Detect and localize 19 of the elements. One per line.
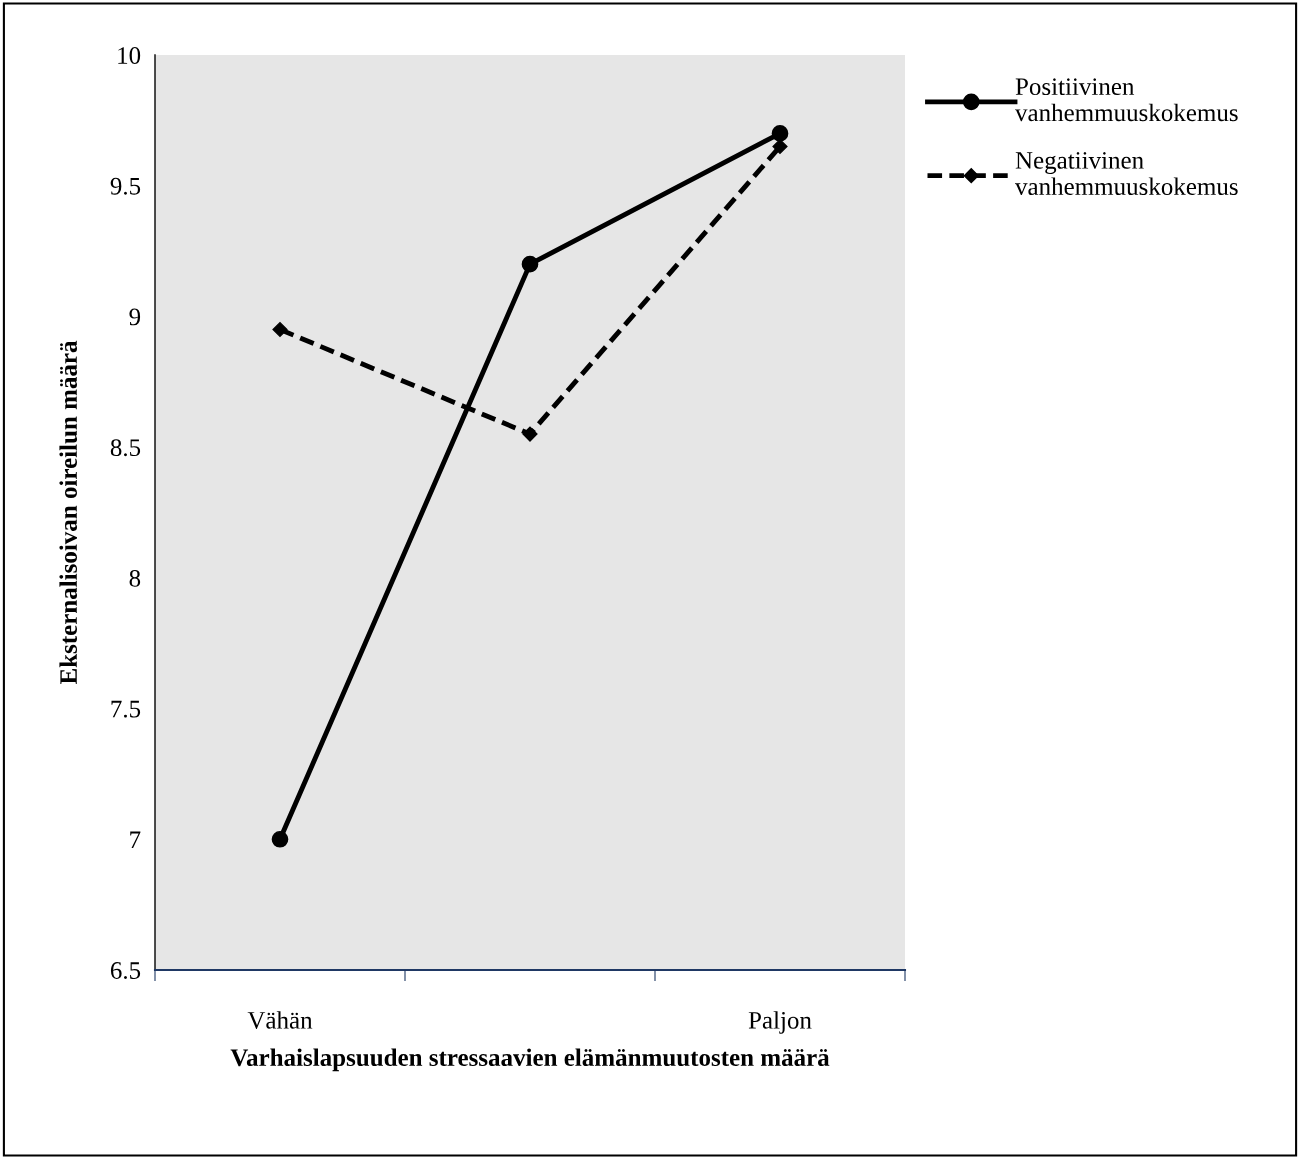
legend-label: Negatiivinen vanhemmuuskokemus [1015, 152, 1238, 196]
y-tick-label: 6.5 [110, 962, 141, 980]
point [272, 321, 288, 338]
point [771, 125, 789, 142]
y-tick-label: 9 [129, 308, 141, 326]
x-tick-label: Paljon [748, 1011, 812, 1034]
y-tick-label: 8 [129, 569, 141, 587]
x-tick-label: Vähän [247, 1011, 313, 1029]
legend-label: Positiivinen vanhemmuuskokemus [1015, 78, 1238, 122]
y-tick-label: 8.5 [110, 439, 141, 457]
y-axis-title: Eksternalisoivan oireilun määrä [59, 340, 78, 685]
x-axis-title: Varhaislapsuuden stressaavien elämänmuutosten määrä [230, 1048, 830, 1072]
y-tick-label: 10 [118, 47, 141, 64]
point [271, 830, 289, 848]
y-tick-label: 7 [130, 831, 141, 848]
point [521, 255, 539, 273]
y-tick-label: 7.5 [111, 700, 141, 718]
y-tick-label: 9.5 [110, 177, 141, 195]
point [522, 426, 538, 442]
